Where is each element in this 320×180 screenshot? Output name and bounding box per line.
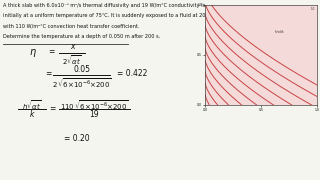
Text: =: =: [48, 47, 54, 56]
Text: h√αt/k: h√αt/k: [275, 30, 284, 34]
Text: with 110 W/m²°C convection heat transfer coefficient.: with 110 W/m²°C convection heat transfer…: [3, 24, 140, 29]
Text: =: =: [45, 69, 51, 78]
Text: 1.0: 1.0: [310, 7, 315, 11]
Text: $110\,\sqrt{6{\times}10^{-6}{\times}200}$: $110\,\sqrt{6{\times}10^{-6}{\times}200}…: [60, 99, 129, 113]
Text: = 0.20: = 0.20: [64, 134, 90, 143]
Text: 19: 19: [90, 110, 99, 119]
Text: initially at a uniform temperature of 75°C. It is suddenly exposed to a fluid at: initially at a uniform temperature of 75…: [3, 13, 212, 18]
Text: x: x: [70, 42, 74, 51]
Text: 0.05: 0.05: [73, 65, 90, 74]
Text: Determine the temperature at a depth of 0.050 m after 200 s.: Determine the temperature at a depth of …: [3, 34, 160, 39]
Text: $2\sqrt{\alpha t}$: $2\sqrt{\alpha t}$: [62, 54, 82, 68]
Text: $\eta$: $\eta$: [29, 47, 37, 59]
Text: $2\,\sqrt{6{\times}10^{-6}{\times}200}$: $2\,\sqrt{6{\times}10^{-6}{\times}200}$: [52, 76, 111, 91]
Text: A thick slab with 6.0x10⁻⁶ m²/s thermal diffusivity and 19 W/m°C conductivity is: A thick slab with 6.0x10⁻⁶ m²/s thermal …: [3, 3, 205, 8]
Text: k: k: [30, 110, 34, 119]
Text: $h\sqrt{\alpha t}$: $h\sqrt{\alpha t}$: [22, 99, 42, 112]
Text: = 0.422: = 0.422: [117, 69, 147, 78]
Text: =: =: [50, 104, 56, 113]
